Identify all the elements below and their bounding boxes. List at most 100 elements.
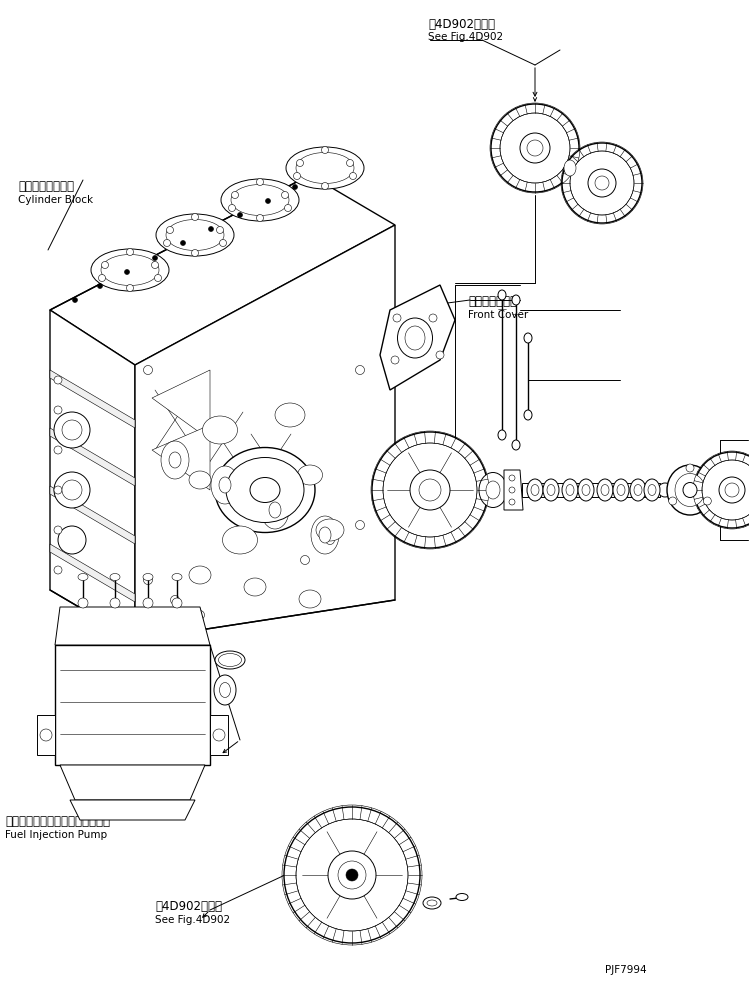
Circle shape bbox=[54, 526, 62, 534]
Circle shape bbox=[208, 227, 213, 232]
Circle shape bbox=[192, 214, 198, 221]
Ellipse shape bbox=[527, 479, 543, 501]
Circle shape bbox=[62, 420, 82, 440]
Circle shape bbox=[228, 205, 235, 212]
Ellipse shape bbox=[275, 403, 305, 427]
Circle shape bbox=[216, 227, 223, 234]
Text: Front Cover: Front Cover bbox=[468, 310, 528, 320]
Circle shape bbox=[321, 183, 329, 190]
Ellipse shape bbox=[269, 502, 281, 518]
Circle shape bbox=[372, 432, 488, 548]
Text: 第4D902図参照: 第4D902図参照 bbox=[155, 900, 222, 913]
Polygon shape bbox=[210, 715, 228, 755]
Ellipse shape bbox=[296, 153, 354, 184]
Circle shape bbox=[570, 151, 634, 215]
Ellipse shape bbox=[630, 479, 646, 501]
Circle shape bbox=[256, 179, 264, 186]
Circle shape bbox=[99, 275, 106, 282]
Ellipse shape bbox=[683, 483, 697, 498]
Circle shape bbox=[509, 499, 515, 505]
Ellipse shape bbox=[543, 479, 559, 501]
Circle shape bbox=[321, 147, 329, 154]
Circle shape bbox=[163, 240, 171, 247]
Circle shape bbox=[346, 869, 358, 881]
Polygon shape bbox=[50, 486, 135, 544]
Ellipse shape bbox=[91, 249, 169, 291]
Ellipse shape bbox=[644, 479, 660, 501]
Ellipse shape bbox=[512, 295, 520, 305]
Ellipse shape bbox=[261, 491, 289, 529]
Ellipse shape bbox=[189, 471, 211, 489]
Text: Cylinder Block: Cylinder Block bbox=[18, 195, 93, 205]
Circle shape bbox=[151, 262, 159, 269]
Circle shape bbox=[172, 598, 182, 608]
Ellipse shape bbox=[486, 481, 500, 499]
Ellipse shape bbox=[172, 573, 182, 580]
Circle shape bbox=[54, 406, 62, 414]
Ellipse shape bbox=[524, 410, 532, 420]
Circle shape bbox=[40, 729, 52, 741]
Circle shape bbox=[102, 262, 109, 269]
Ellipse shape bbox=[250, 478, 280, 502]
Circle shape bbox=[338, 861, 366, 889]
Circle shape bbox=[296, 819, 408, 931]
Circle shape bbox=[256, 215, 264, 222]
Circle shape bbox=[491, 104, 579, 192]
Text: See Fig.4D902: See Fig.4D902 bbox=[155, 915, 230, 925]
Ellipse shape bbox=[456, 893, 468, 900]
Circle shape bbox=[195, 610, 204, 619]
Text: See Fig.4D902: See Fig.4D902 bbox=[428, 32, 503, 42]
Ellipse shape bbox=[231, 185, 289, 216]
Polygon shape bbox=[50, 175, 395, 365]
Ellipse shape bbox=[219, 653, 241, 666]
Ellipse shape bbox=[143, 573, 153, 580]
Circle shape bbox=[391, 356, 399, 364]
Circle shape bbox=[702, 460, 749, 520]
Circle shape bbox=[527, 140, 543, 156]
Circle shape bbox=[520, 133, 550, 163]
Text: シリンダブロック: シリンダブロック bbox=[18, 180, 74, 193]
Polygon shape bbox=[50, 544, 135, 602]
Ellipse shape bbox=[531, 485, 539, 496]
Circle shape bbox=[62, 480, 82, 500]
Ellipse shape bbox=[189, 566, 211, 584]
Ellipse shape bbox=[221, 179, 299, 221]
Circle shape bbox=[54, 486, 62, 494]
Ellipse shape bbox=[601, 485, 609, 496]
Ellipse shape bbox=[244, 578, 266, 596]
Circle shape bbox=[54, 446, 62, 454]
Ellipse shape bbox=[564, 160, 576, 176]
Circle shape bbox=[350, 173, 357, 180]
Ellipse shape bbox=[215, 651, 245, 669]
Ellipse shape bbox=[498, 290, 506, 300]
Ellipse shape bbox=[566, 485, 574, 496]
Circle shape bbox=[297, 160, 303, 167]
Circle shape bbox=[153, 256, 157, 261]
Ellipse shape bbox=[211, 466, 239, 504]
Circle shape bbox=[284, 807, 420, 943]
Circle shape bbox=[166, 227, 174, 234]
Ellipse shape bbox=[226, 458, 304, 522]
Circle shape bbox=[509, 475, 515, 481]
Circle shape bbox=[54, 472, 90, 508]
Circle shape bbox=[328, 851, 376, 899]
Circle shape bbox=[219, 240, 226, 247]
Circle shape bbox=[192, 250, 198, 257]
Polygon shape bbox=[37, 715, 55, 755]
Circle shape bbox=[265, 199, 270, 204]
Ellipse shape bbox=[214, 675, 236, 705]
Polygon shape bbox=[135, 225, 395, 640]
Circle shape bbox=[429, 314, 437, 322]
Circle shape bbox=[144, 366, 153, 375]
Circle shape bbox=[54, 412, 90, 448]
Ellipse shape bbox=[110, 573, 120, 580]
Ellipse shape bbox=[219, 477, 231, 493]
Circle shape bbox=[293, 185, 297, 190]
Circle shape bbox=[78, 598, 88, 608]
Circle shape bbox=[143, 598, 153, 608]
Circle shape bbox=[588, 169, 616, 197]
Polygon shape bbox=[50, 310, 135, 640]
Circle shape bbox=[509, 487, 515, 493]
Text: PJF7994: PJF7994 bbox=[605, 965, 646, 975]
Circle shape bbox=[282, 192, 288, 199]
